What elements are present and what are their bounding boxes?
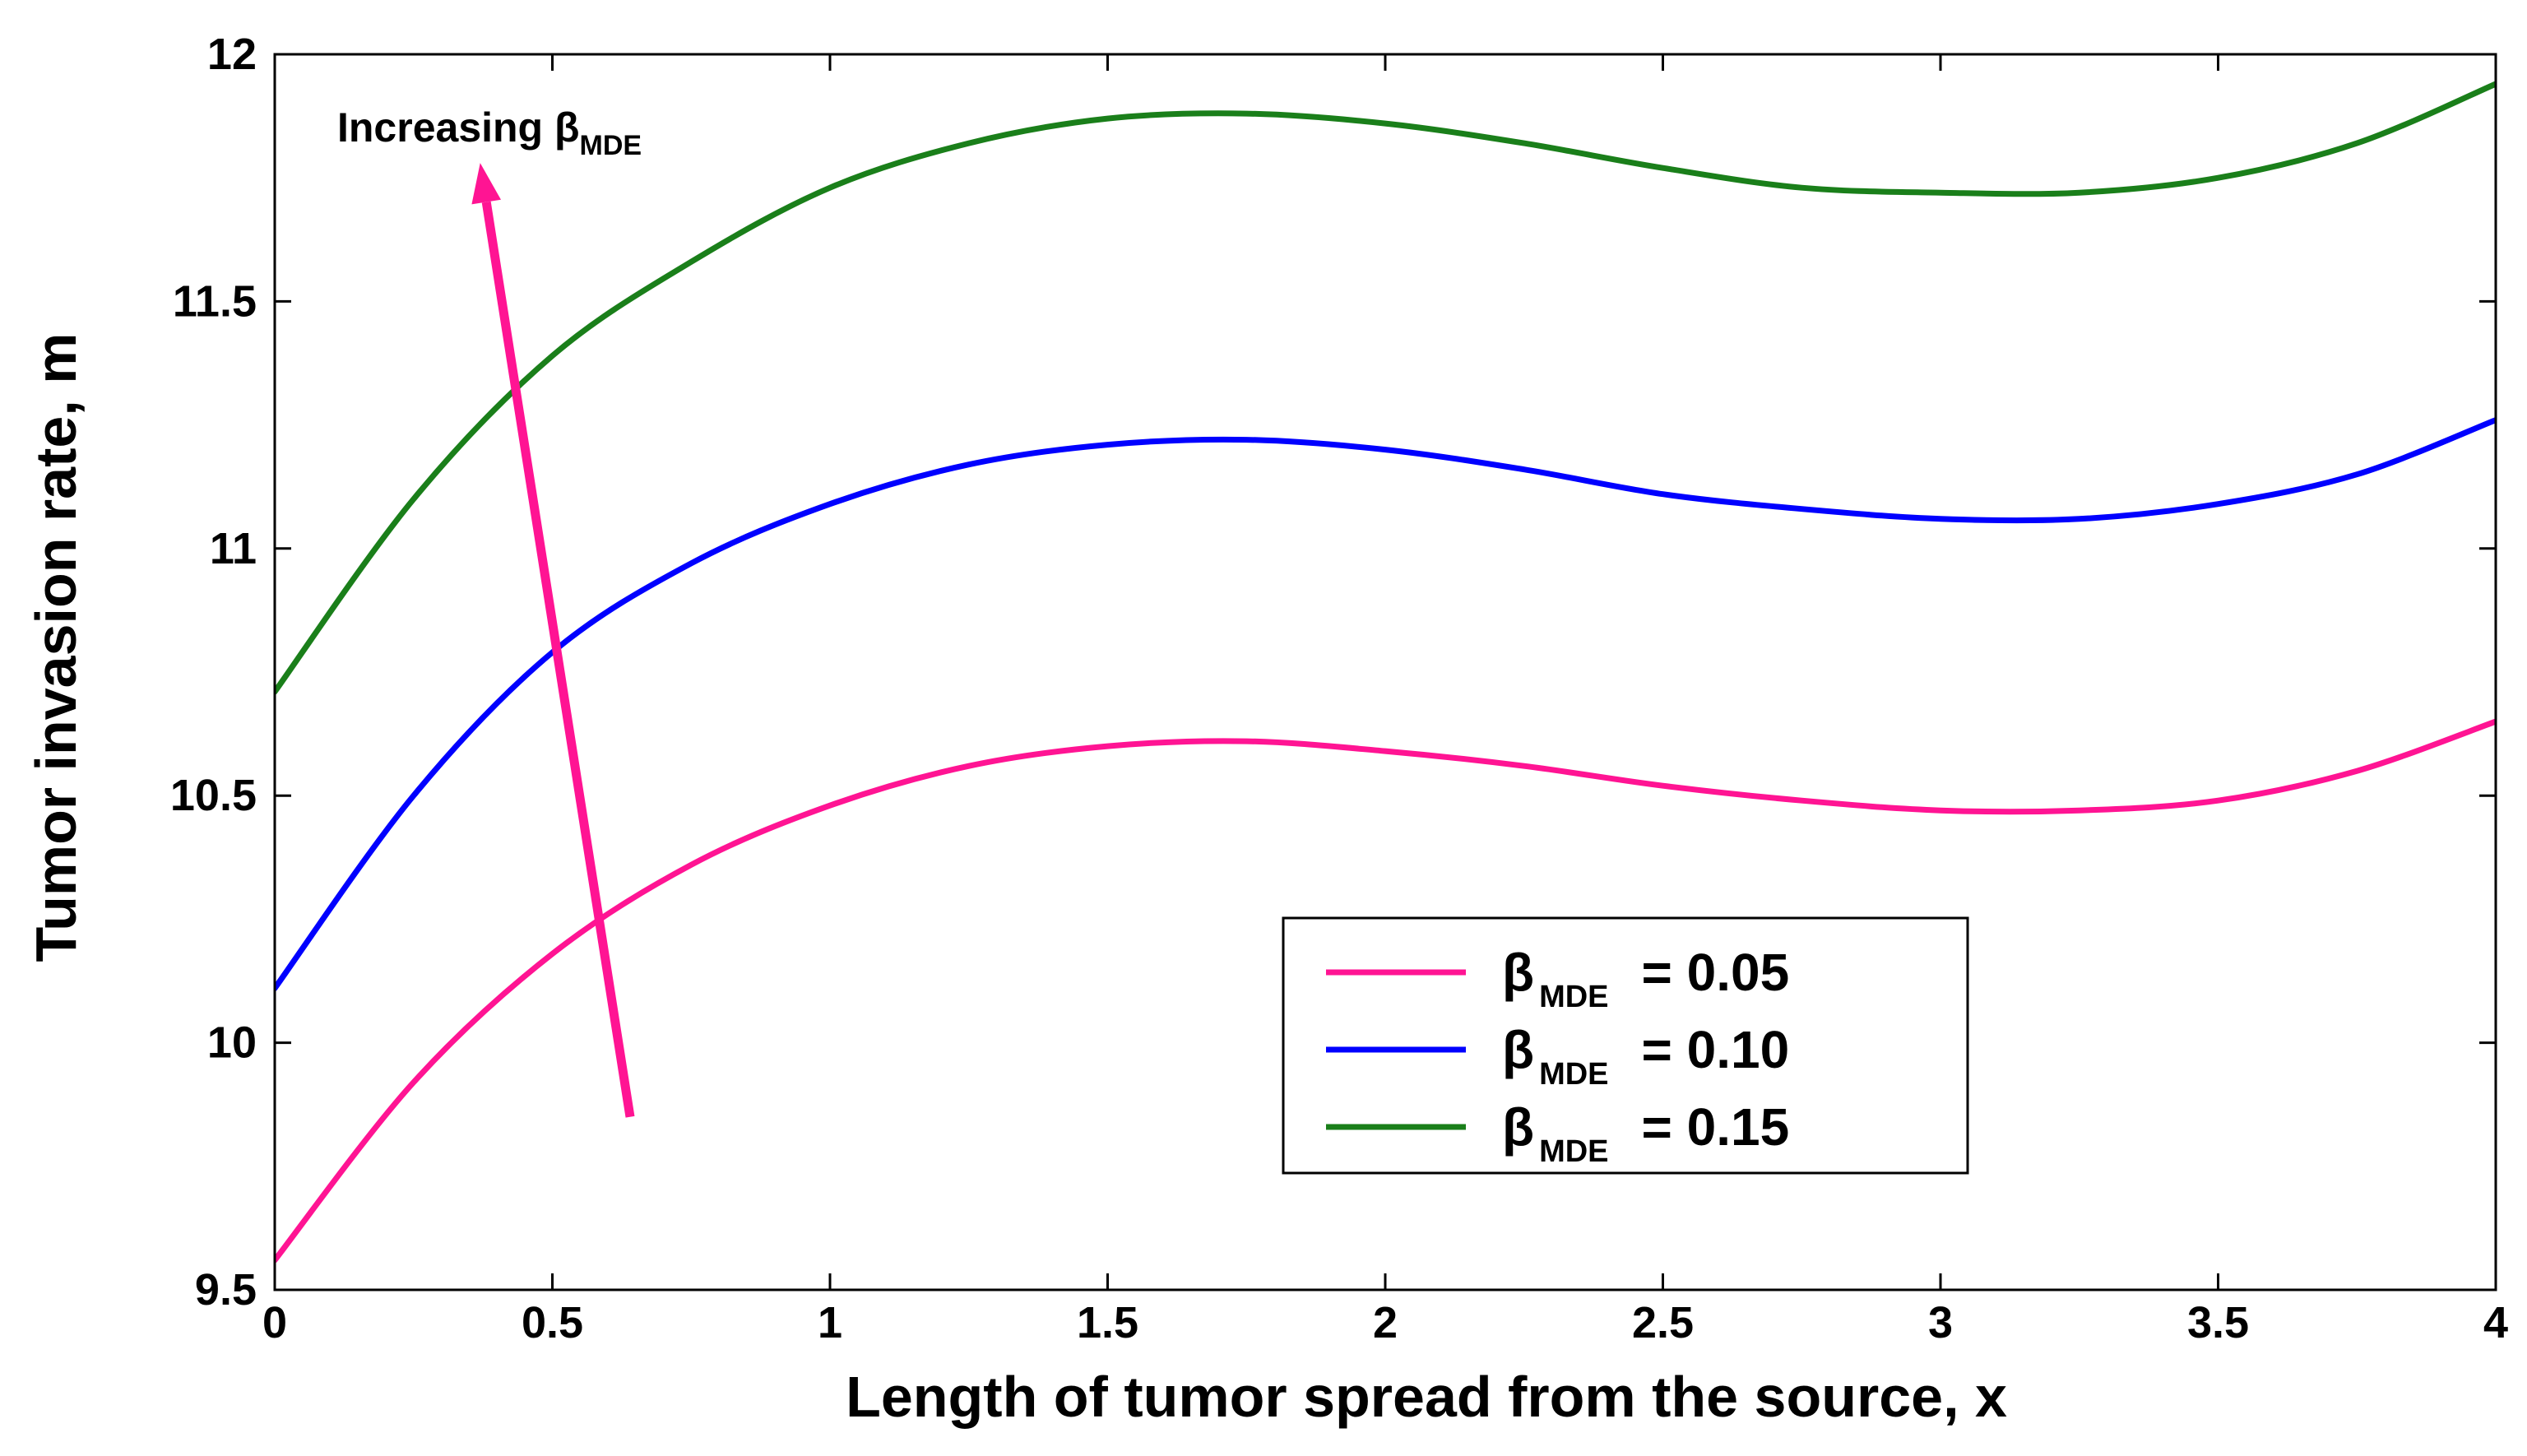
y-axis-label: Tumor invasion rate, m [24,333,88,962]
x-tick-label: 3 [1928,1298,1953,1347]
x-tick-label: 1 [818,1298,842,1347]
increasing-arrow-head [471,163,501,205]
x-tick-label: 3.5 [2187,1298,2249,1347]
legend-label-2: β MDE = 0.10 [1502,1020,1789,1092]
annotation-text: Increasing βMDE [337,104,642,161]
y-tick-label: 10 [207,1018,257,1068]
x-tick-label: 2 [1373,1298,1398,1347]
y-tick-label: 9.5 [195,1265,257,1315]
x-tick-label: 4 [2483,1298,2508,1347]
legend-box [1282,916,1969,1175]
x-axis-label: Length of tumor spread from the source, … [846,1365,2007,1429]
annotation-layer: Increasing βMDE [337,104,642,1118]
series-layer [275,81,2496,1264]
y-tick-label: 12 [207,30,257,79]
y-tick-label: 11 [210,524,257,573]
series-line-1 [275,718,2496,1264]
series-line-2 [275,417,2496,991]
legend: β MDE = 0.05β MDE = 0.10β MDE = 0.15 [1282,916,1969,1175]
legend-label-1: β MDE = 0.05 [1502,943,1789,1014]
series-line-3 [275,81,2496,695]
x-tick-label: 1.5 [1077,1298,1138,1347]
increasing-arrow-shaft [481,201,635,1118]
y-tick-label: 10.5 [170,771,257,820]
axis-label-layer: Length of tumor spread from the source, … [24,333,2007,1429]
x-tick-label: 0 [262,1298,287,1347]
x-tick-label: 2.5 [1632,1298,1694,1347]
y-tick-label: 11.5 [173,276,257,326]
x-tick-label: 0.5 [522,1298,583,1347]
legend-label-3: β MDE = 0.15 [1502,1097,1789,1169]
